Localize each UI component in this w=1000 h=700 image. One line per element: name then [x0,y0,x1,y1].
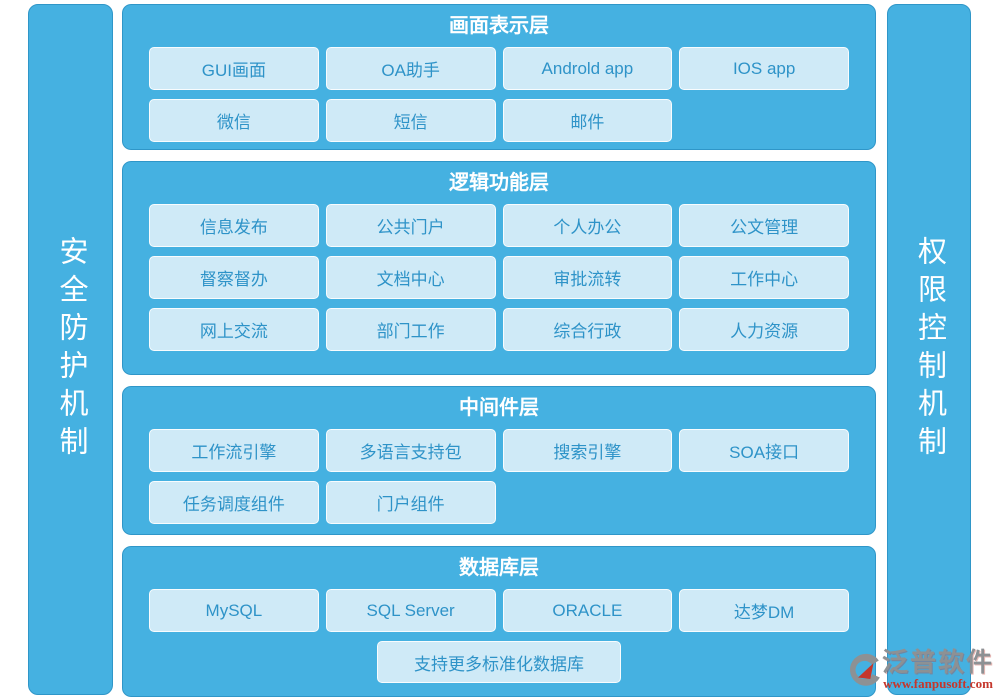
layer-box: 网上交流 [149,308,319,351]
layer-box: SQL Server [325,589,496,632]
fanpu-logo-name: 泛普软件 [882,647,995,677]
layer-box: 工作流引擎 [149,429,319,472]
layer-presentation: 画面表示层 GUI画面 OA助手 Androld app IOS app 微信 短信 邮件 [122,4,876,150]
layer-box: GUI画面 [149,47,319,90]
permission-control-label: 权限控制机制 [913,235,946,464]
layer-logic-title: 逻辑功能层 [449,172,549,194]
security-protection-label: 安全防护机制 [55,235,87,464]
layer-box: 人力资源 [679,308,849,351]
layer-box: 公文管理 [679,204,849,247]
layer-box: OA助手 [325,47,496,90]
layer-box: 个人办公 [502,204,673,247]
layer-box: 部门工作 [325,308,496,351]
layer-box: 任务调度组件 [149,481,319,524]
layer-box: 多语言支持包 [325,429,496,472]
layer-box: 审批流转 [502,256,673,299]
layer-box: 达梦DM [679,589,849,632]
fanpu-logo-website: www.fanpusoft.com [883,676,993,691]
layer-box: 督察督办 [149,256,319,299]
fanpu-logo: 泛普软件 www.fanpusoft.com [848,647,1000,699]
layer-logic: 逻辑功能层 信息发布 公共门户 个人办公 公文管理督察督办 文档中心 审批流转 工作中心网上… [122,161,876,375]
layer-box: 短信 [325,99,496,142]
layer-logic-grid: 信息发布 公共门户 个人办公 公文管理督察督办 文档中心 审批流转 工作中心网上交流 部门工作… [149,204,849,351]
fanpu-logo-text: 泛普软件 www.fanpusoft.com [882,647,994,691]
security-protection-bar: 安全防护机制 [28,4,113,695]
layer-middleware-title: 中间件层 [459,397,539,419]
layer-box: IOS app [679,47,849,90]
layer-box: 搜索引擎 [502,429,673,472]
layer-presentation-grid: GUI画面 OA助手 Androld app IOS app 微信 短信 邮件 [149,47,849,142]
layer-box: 工作中心 [679,256,849,299]
layer-box: 综合行政 [502,308,673,351]
layer-box: MySQL [149,589,319,632]
layer-database-grid: MySQL SQL Server ORACLE 达梦DM [149,589,849,632]
layer-presentation-title: 画面表示层 [449,15,549,37]
layer-box: Androld app [502,47,673,90]
layer-box: SOA接口 [679,429,849,472]
layer-box: 公共门户 [325,204,496,247]
layer-middleware-grid: 工作流引擎 多语言支持包 搜索引擎 SOA接口任务调度组件 门户组件 [149,429,849,524]
layer-box: ORACLE [502,589,673,632]
layer-middleware: 中间件层 工作流引擎 多语言支持包 搜索引擎 SOA接口任务调度组件 门户组件 [122,386,876,535]
layer-box: 文档中心 [325,256,496,299]
layer-database-title: 数据库层 [459,557,539,579]
layer-box: 信息发布 [149,204,319,247]
layer-box: 门户组件 [325,481,496,524]
layer-database: 数据库层 MySQL SQL Server ORACLE 达梦DM 支持更多标准化数据… [122,546,876,697]
layer-box: 邮件 [502,99,673,142]
fanpu-logo-icon [849,653,880,686]
database-support-box: 支持更多标准化数据库 [377,641,621,683]
permission-control-bar: 权限控制机制 [887,4,971,695]
layer-box: 微信 [149,99,319,142]
